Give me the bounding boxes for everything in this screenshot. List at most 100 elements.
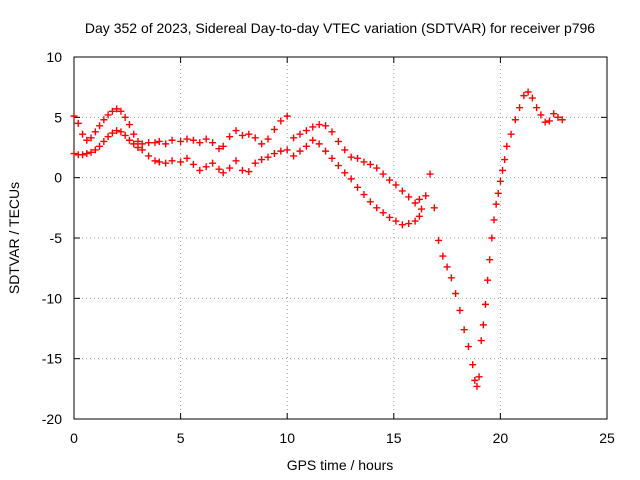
data-point (238, 131, 246, 139)
data-point (334, 137, 342, 145)
data-point (100, 116, 108, 124)
data-point (232, 127, 240, 135)
data-point (366, 198, 374, 206)
data-point (347, 153, 355, 161)
data-point (496, 177, 504, 185)
data-point (415, 212, 423, 220)
data-point (270, 125, 278, 133)
data-point (481, 300, 489, 308)
series-SDTVAR-upper (70, 105, 423, 207)
y-axis-label: SDTVAR / TECUs (6, 182, 22, 294)
data-point (155, 137, 163, 145)
data-point (151, 157, 159, 165)
data-point (215, 165, 223, 173)
data-point (108, 107, 116, 115)
data-point (430, 204, 438, 212)
data-point (541, 118, 549, 126)
y-tick-label: -5 (50, 230, 63, 246)
data-point (411, 199, 419, 207)
data-point (130, 130, 138, 138)
data-point (354, 183, 362, 191)
data-point (215, 145, 223, 153)
y-tick-label: 10 (46, 49, 62, 65)
data-point (117, 107, 125, 115)
data-point (494, 189, 502, 197)
data-point (245, 130, 253, 138)
data-point (392, 217, 400, 225)
data-point (302, 127, 310, 135)
data-point (503, 142, 511, 150)
data-point (226, 164, 234, 172)
data-point (202, 163, 210, 171)
data-point (490, 216, 498, 224)
data-point (130, 140, 138, 148)
data-point (96, 122, 104, 130)
data-point (524, 88, 532, 96)
data-point (245, 168, 253, 176)
data-point (183, 154, 191, 162)
data-point (488, 234, 496, 242)
data-point (290, 134, 298, 142)
data-point (283, 112, 291, 120)
data-point (302, 142, 310, 150)
data-point (296, 147, 304, 155)
y-tick-label: -10 (42, 290, 62, 306)
data-point (108, 129, 116, 137)
data-point (386, 213, 394, 221)
data-point (251, 134, 259, 142)
data-point (405, 193, 413, 201)
grid-layer (74, 57, 607, 419)
data-point (196, 139, 204, 147)
data-point (83, 150, 91, 158)
data-point (315, 121, 323, 129)
data-point (471, 376, 479, 384)
data-point (354, 154, 362, 162)
data-point (447, 274, 455, 282)
data-point (145, 152, 153, 160)
data-point (379, 209, 387, 217)
y-tick-label: -15 (42, 351, 62, 367)
data-point (398, 187, 406, 195)
tick-layer: 0 5 10 15 20 25 -20 -15 -10 -5 0 5 10 (42, 49, 615, 446)
data-point (209, 159, 217, 167)
data-point (452, 290, 460, 298)
data-point (322, 147, 330, 155)
data-point (177, 137, 185, 145)
data-point (460, 326, 468, 334)
data-point (484, 276, 492, 284)
data-point (435, 236, 443, 244)
x-tick-label: 20 (493, 430, 509, 446)
x-axis-label: GPS time / hours (287, 457, 394, 473)
data-point (121, 113, 129, 121)
data-point (162, 140, 170, 148)
x-tick-label: 25 (599, 430, 615, 446)
data-point (277, 147, 285, 155)
data-point (264, 135, 272, 143)
data-point (151, 139, 159, 147)
data-point (79, 130, 87, 138)
data-point (251, 159, 259, 167)
data-point (366, 160, 374, 168)
data-point (309, 123, 317, 131)
data-point (469, 361, 477, 369)
y-tick-label: 0 (54, 170, 62, 186)
data-point (87, 134, 95, 142)
data-point (360, 158, 368, 166)
data-point (386, 176, 394, 184)
data-point (219, 169, 227, 177)
data-point (70, 150, 78, 158)
data-point (456, 306, 464, 314)
data-point (473, 382, 481, 390)
data-point (134, 144, 142, 151)
data-point (511, 116, 519, 124)
data-point (125, 136, 133, 144)
data-point (486, 256, 494, 264)
data-point (283, 146, 291, 154)
data-point (398, 221, 406, 229)
data-point (226, 133, 234, 141)
data-point (70, 112, 78, 120)
data-point (104, 133, 112, 141)
data-point (373, 204, 381, 212)
